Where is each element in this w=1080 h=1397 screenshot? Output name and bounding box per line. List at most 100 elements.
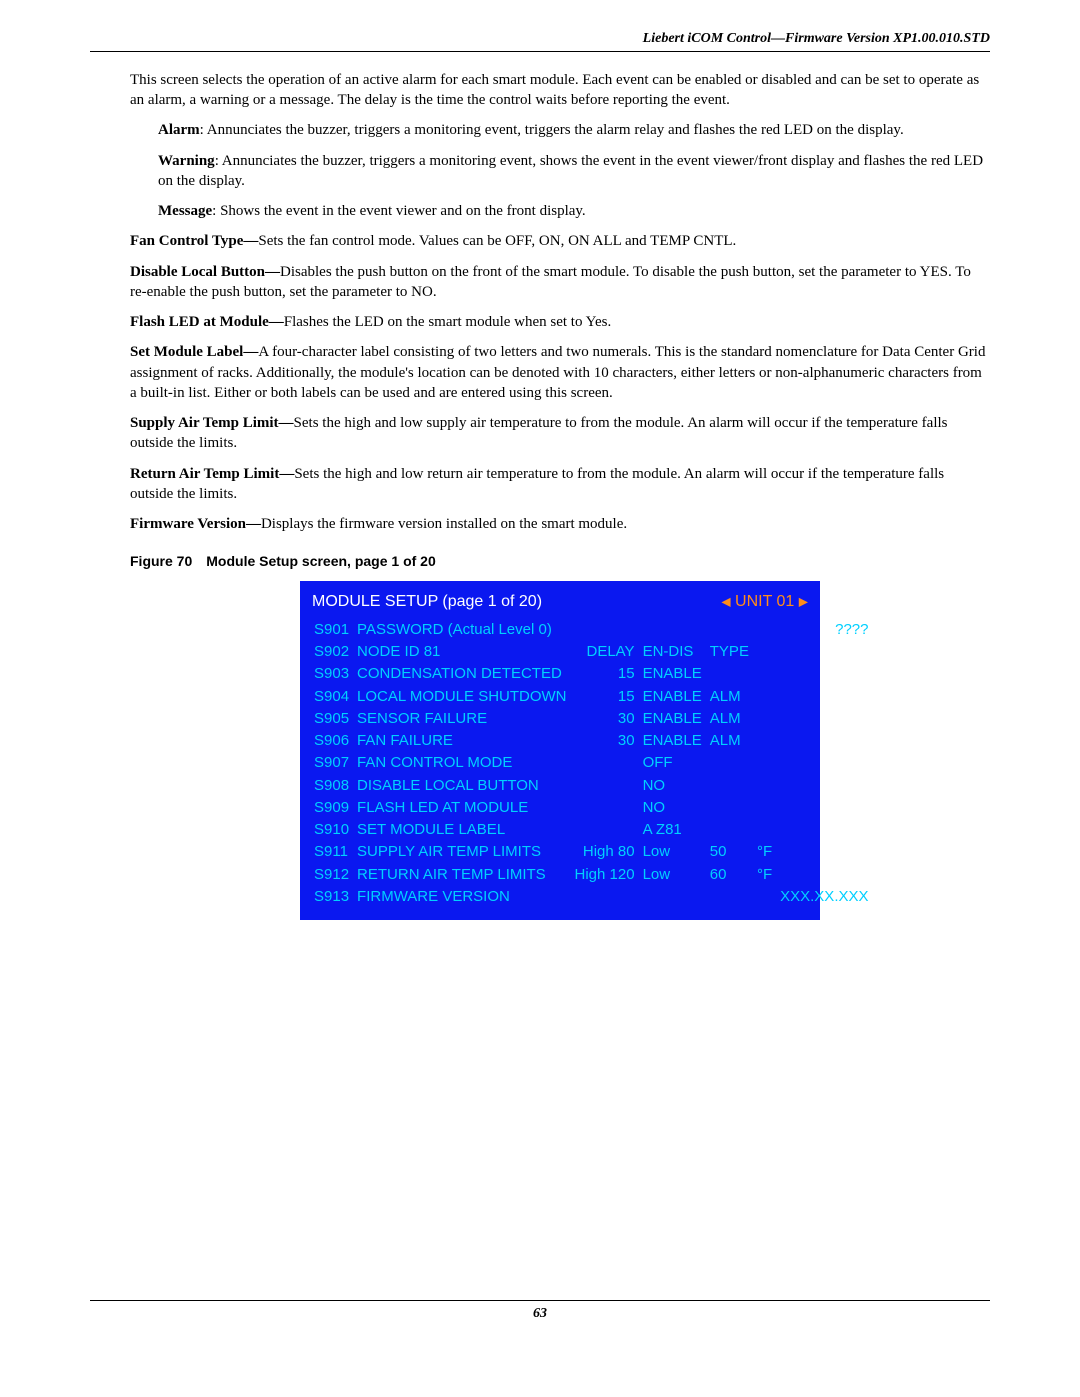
row-col1: High 120 bbox=[571, 864, 639, 886]
row-col4 bbox=[753, 663, 776, 685]
row-col4 bbox=[753, 886, 776, 908]
table-row[interactable]: S901PASSWORD (Actual Level 0)???? bbox=[310, 619, 873, 641]
row-col4 bbox=[753, 641, 776, 663]
row-col1: 30 bbox=[571, 730, 639, 752]
row-col3 bbox=[706, 619, 753, 641]
table-row[interactable]: S907FAN CONTROL MODE OFF bbox=[310, 752, 873, 774]
row-col2: OFF bbox=[639, 752, 706, 774]
screen-body: S901PASSWORD (Actual Level 0)????S902NOD… bbox=[306, 617, 814, 914]
row-col1: 30 bbox=[571, 708, 639, 730]
row-col3: ALM bbox=[706, 730, 753, 752]
row-label: RETURN AIR TEMP LIMITS bbox=[353, 864, 570, 886]
row-col4 bbox=[753, 775, 776, 797]
row-col1: 15 bbox=[571, 663, 639, 685]
row-col3 bbox=[706, 752, 753, 774]
table-row[interactable]: S911SUPPLY AIR TEMP LIMITSHigh 80Low50°F bbox=[310, 841, 873, 863]
row-code: S905 bbox=[310, 708, 353, 730]
row-code: S904 bbox=[310, 686, 353, 708]
row-col3 bbox=[706, 886, 753, 908]
label-param: Set Module Label—A four-character label … bbox=[130, 342, 990, 403]
row-col3 bbox=[706, 663, 753, 685]
row-col4 bbox=[753, 619, 776, 641]
row-col3: 50 bbox=[706, 841, 753, 863]
row-code: S908 bbox=[310, 775, 353, 797]
row-col1: High 80 bbox=[571, 841, 639, 863]
row-col4 bbox=[753, 752, 776, 774]
alarm-term: Alarm bbox=[158, 122, 200, 138]
row-label: SUPPLY AIR TEMP LIMITS bbox=[353, 841, 570, 863]
row-label: FAN CONTROL MODE bbox=[353, 752, 570, 774]
row-label: DISABLE LOCAL BUTTON bbox=[353, 775, 570, 797]
table-row[interactable]: S913FIRMWARE VERSIONXXX.XX.XXX bbox=[310, 886, 873, 908]
supply-term: Supply Air Temp Limit— bbox=[130, 415, 294, 431]
chevron-right-icon[interactable]: ▶ bbox=[799, 595, 808, 609]
fan-term: Fan Control Type— bbox=[130, 233, 258, 249]
flash-term: Flash LED at Module— bbox=[130, 314, 284, 330]
label-text: A four-character label consisting of two… bbox=[130, 344, 985, 401]
table-row[interactable]: S908DISABLE LOCAL BUTTON NO bbox=[310, 775, 873, 797]
fan-param: Fan Control Type—Sets the fan control mo… bbox=[130, 231, 990, 251]
intro-paragraph: This screen selects the operation of an … bbox=[130, 70, 990, 111]
row-code: S901 bbox=[310, 619, 353, 641]
row-label: PASSWORD (Actual Level 0) bbox=[353, 619, 570, 641]
row-col3: TYPE bbox=[706, 641, 753, 663]
unit-selector[interactable]: ◀ UNIT 01 ▶ bbox=[721, 591, 808, 613]
row-col4 bbox=[753, 686, 776, 708]
table-row[interactable]: S905SENSOR FAILURE30ENABLEALM bbox=[310, 708, 873, 730]
row-col3 bbox=[706, 775, 753, 797]
flash-param: Flash LED at Module—Flashes the LED on t… bbox=[130, 312, 990, 332]
fw-term: Firmware Version— bbox=[130, 516, 261, 532]
label-term: Set Module Label— bbox=[130, 344, 258, 360]
row-col2: NO bbox=[639, 775, 706, 797]
content-body: This screen selects the operation of an … bbox=[90, 70, 990, 920]
warning-def: Warning: Annunciates the buzzer, trigger… bbox=[158, 151, 990, 192]
row-col2: NO bbox=[639, 797, 706, 819]
row-col1: 15 bbox=[571, 686, 639, 708]
screen-titlebar: MODULE SETUP (page 1 of 20) ◀ UNIT 01 ▶ bbox=[306, 587, 814, 617]
chevron-left-icon[interactable]: ◀ bbox=[721, 595, 730, 609]
alarm-text: : Annunciates the buzzer, triggers a mon… bbox=[200, 122, 904, 138]
module-setup-screen: MODULE SETUP (page 1 of 20) ◀ UNIT 01 ▶ … bbox=[300, 581, 820, 920]
fan-text: Sets the fan control mode. Values can be… bbox=[258, 233, 736, 249]
row-col4: °F bbox=[753, 864, 776, 886]
message-term: Message bbox=[158, 203, 212, 219]
row-col1 bbox=[571, 886, 639, 908]
figure-caption: Figure 70Module Setup screen, page 1 of … bbox=[130, 552, 990, 571]
table-row[interactable]: S910SET MODULE LABELA Z81 bbox=[310, 819, 873, 841]
row-col3: ALM bbox=[706, 686, 753, 708]
row-code: S913 bbox=[310, 886, 353, 908]
row-value: ???? bbox=[776, 619, 872, 641]
return-param: Return Air Temp Limit—Sets the high and … bbox=[130, 464, 990, 505]
return-term: Return Air Temp Limit— bbox=[130, 466, 294, 482]
alarm-def: Alarm: Annunciates the buzzer, triggers … bbox=[158, 120, 990, 140]
table-row[interactable]: S912RETURN AIR TEMP LIMITSHigh 120Low60°… bbox=[310, 864, 873, 886]
row-code: S911 bbox=[310, 841, 353, 863]
screen-title-text: MODULE SETUP (page 1 of 20) bbox=[312, 591, 542, 613]
row-label: FLASH LED AT MODULE bbox=[353, 797, 570, 819]
row-col1 bbox=[571, 752, 639, 774]
row-col2: Low bbox=[639, 841, 706, 863]
row-code: S912 bbox=[310, 864, 353, 886]
row-col2: A Z81 bbox=[639, 819, 706, 841]
table-row[interactable]: S904LOCAL MODULE SHUTDOWN15ENABLEALM bbox=[310, 686, 873, 708]
row-col1 bbox=[571, 775, 639, 797]
fw-text: Displays the firmware version installed … bbox=[261, 516, 627, 532]
table-row[interactable]: S903CONDENSATION DETECTED15ENABLE bbox=[310, 663, 873, 685]
row-col4 bbox=[753, 730, 776, 752]
row-col3: 60 bbox=[706, 864, 753, 886]
row-code: S910 bbox=[310, 819, 353, 841]
table-row[interactable]: S902NODE ID 81DELAYEN-DISTYPE bbox=[310, 641, 873, 663]
row-label: NODE ID 81 bbox=[353, 641, 570, 663]
page-footer: 63 bbox=[90, 1300, 990, 1324]
row-col1 bbox=[571, 819, 639, 841]
disable-param: Disable Local Button—Disables the push b… bbox=[130, 262, 990, 303]
table-row[interactable]: S909FLASH LED AT MODULENO bbox=[310, 797, 873, 819]
warning-text: : Annunciates the buzzer, triggers a mon… bbox=[158, 153, 983, 189]
fw-param: Firmware Version—Displays the firmware v… bbox=[130, 514, 990, 534]
row-label: FAN FAILURE bbox=[353, 730, 570, 752]
message-def: Message: Shows the event in the event vi… bbox=[158, 201, 990, 221]
row-code: S902 bbox=[310, 641, 353, 663]
table-row[interactable]: S906FAN FAILURE30ENABLEALM bbox=[310, 730, 873, 752]
row-code: S907 bbox=[310, 752, 353, 774]
row-label: FIRMWARE VERSION bbox=[353, 886, 570, 908]
